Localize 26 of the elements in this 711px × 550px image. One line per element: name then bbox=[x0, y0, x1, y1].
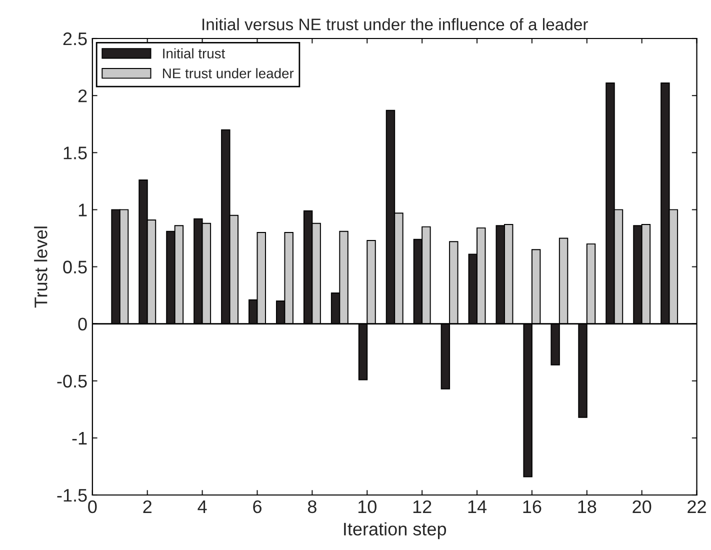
x-tick-label: 0 bbox=[88, 500, 97, 514]
x-tick-label: 10 bbox=[358, 500, 376, 514]
x-tick-label: 20 bbox=[632, 500, 652, 514]
y-tick-label: 1 bbox=[78, 204, 87, 216]
y-tick-label: -0.5 bbox=[57, 374, 87, 388]
x-tick-label: 8 bbox=[308, 500, 316, 514]
x-tick-label: 6 bbox=[253, 500, 262, 514]
y-tick-label: 1.5 bbox=[64, 146, 87, 160]
x-tick-label: 14 bbox=[468, 500, 487, 513]
x-axis-title: Iteration step bbox=[344, 522, 446, 540]
y-tick-label: 0 bbox=[78, 318, 87, 331]
x-tick-label: 16 bbox=[523, 500, 542, 514]
y-tick-label: 0.5 bbox=[63, 260, 87, 274]
x-tick-label: 18 bbox=[578, 500, 596, 514]
y-axis-title: Trust level bbox=[34, 226, 48, 308]
x-tick-label: 2 bbox=[143, 500, 152, 513]
y-tick-label: 2.5 bbox=[63, 32, 87, 46]
x-tick-label: 4 bbox=[198, 500, 207, 513]
x-tick-label: 22 bbox=[688, 500, 706, 513]
y-tick-label: 2 bbox=[78, 89, 87, 102]
legend-label: NE trust under leader bbox=[163, 68, 294, 78]
legend-label: Initial trust bbox=[163, 48, 226, 58]
x-tick-label: 12 bbox=[413, 500, 432, 513]
y-tick-label: -1.5 bbox=[57, 489, 87, 502]
chart-title: Initial versus NE trust under the influence of a leader bbox=[202, 18, 588, 30]
y-tick-label: -1 bbox=[72, 432, 87, 444]
